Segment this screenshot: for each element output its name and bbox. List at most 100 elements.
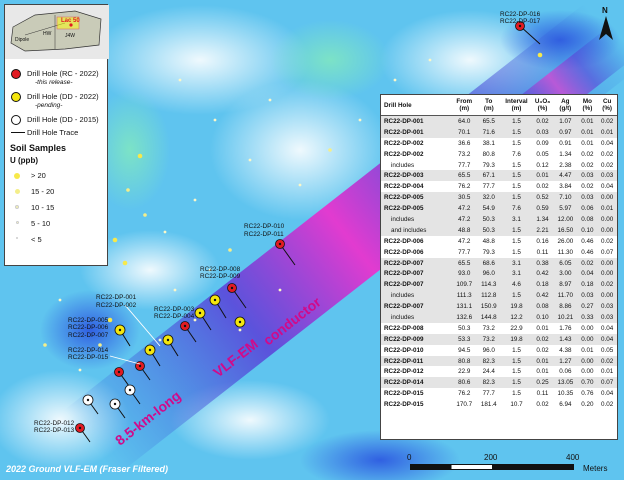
legend-rc-sub: -this release- bbox=[35, 79, 73, 86]
table-cell: 3.00 bbox=[553, 268, 578, 280]
table-cell: 1.34 bbox=[559, 150, 572, 158]
table-row: RC22-DP-002 36.6 38.1 1.5 0.09 0.91 0.01 0.04 bbox=[381, 138, 617, 149]
table-row: RC22-DP-008 50.3 73.2 22.9 0.01 1.76 0.00 0.04 bbox=[381, 323, 617, 334]
table-cell: 2.21 bbox=[531, 224, 554, 236]
table-cell: 53.3 bbox=[452, 333, 477, 345]
scale-label-0: 0 bbox=[407, 453, 412, 462]
table-cell: 132.6 bbox=[452, 312, 477, 323]
table-cell: 0.02 bbox=[601, 237, 614, 245]
table-cell: 4.6 bbox=[501, 279, 532, 291]
table-row: RC22-DP-006 47.2 48.8 1.5 0.16 26.00 0.46 0.02 bbox=[381, 236, 617, 247]
table-cell: 0.59 bbox=[531, 203, 554, 215]
table-cell: 0.08 bbox=[531, 301, 554, 313]
table-cell: 1.5 bbox=[512, 248, 521, 256]
soil-samples bbox=[43, 52, 543, 372]
table-cell: 0.42 bbox=[531, 290, 554, 302]
table-cell: 47.2 bbox=[452, 214, 477, 225]
assay-table: Drill Hole From (m) To (m) Interval (m) U₃O₈… bbox=[381, 95, 617, 410]
table-cell: 0.06 bbox=[577, 203, 598, 215]
table-cell: 4.47 bbox=[553, 170, 578, 182]
table-row: RC22-DP-005 30.5 32.0 1.5 0.52 7.10 0.03 0.00 bbox=[381, 192, 617, 204]
table-cell: 0.03 bbox=[577, 290, 598, 302]
table-row: and includes 48.8 50.3 1.5 2.21 16.50 0.10 0.00 bbox=[381, 224, 617, 236]
table-cell: 0.00 bbox=[597, 290, 617, 302]
table-cell: 0.03 bbox=[577, 192, 598, 204]
table-cell: 0.02 bbox=[601, 150, 614, 158]
soil-class-label: 15 - 20 bbox=[31, 187, 55, 196]
table-cell: 4.38 bbox=[559, 346, 572, 354]
table-cell: 1.5 bbox=[512, 390, 521, 398]
soil-class-icon bbox=[15, 189, 20, 194]
table-cell: 0.02 bbox=[581, 150, 594, 158]
table-cell: 32.0 bbox=[476, 192, 502, 204]
table-cell: 0.91 bbox=[559, 139, 572, 147]
table-cell: 0.46 bbox=[581, 237, 594, 245]
legend-dd2015-label: Drill Hole (DD - 2015) bbox=[27, 115, 99, 124]
table-cell: 3.1 bbox=[501, 268, 532, 280]
table-cell: 0.01 bbox=[536, 324, 549, 332]
table-cell: 47.2 bbox=[458, 237, 471, 245]
scale-bar bbox=[410, 464, 574, 470]
table-cell: RC22-DP-003 bbox=[381, 170, 452, 182]
hole-label: RC22-DP-001 bbox=[96, 294, 137, 301]
table-cell: 0.97 bbox=[553, 126, 578, 138]
table-header-cell: From (m) bbox=[452, 95, 477, 116]
table-cell: 0.02 bbox=[601, 401, 614, 409]
table-row: RC22-DP-004 76.2 77.7 1.5 0.02 3.84 0.02 0.04 bbox=[381, 181, 617, 192]
table-cell: 1.5 bbox=[501, 355, 532, 367]
table-cell: 0.27 bbox=[577, 301, 598, 313]
table-cell: 11.30 bbox=[557, 248, 573, 256]
table-row: RC22-DP-009 53.3 73.2 19.8 0.02 1.43 0.00 0.04 bbox=[381, 333, 617, 345]
drill-hole-dd2015-icon bbox=[11, 115, 21, 125]
table-cell: 1.5 bbox=[512, 237, 521, 245]
table-row: includes 77.7 79.3 1.5 0.12 2.38 0.02 0.02 bbox=[381, 160, 617, 171]
table-cell: 0.02 bbox=[531, 333, 554, 345]
drill-trace-icon bbox=[11, 132, 25, 133]
hole-label: RC22-DP-002 bbox=[96, 302, 137, 309]
table-cell: 65.5 bbox=[476, 115, 502, 127]
table-cell: 0.46 bbox=[581, 248, 594, 256]
map-title: 2022 Ground VLF-EM (Fraser Filtered) bbox=[6, 464, 169, 474]
table-row: RC22-DP-014 80.6 82.3 1.5 0.25 13.05 0.70 0.07 bbox=[381, 377, 617, 389]
table-cell: 0.03 bbox=[597, 170, 617, 182]
legend-panel: Lac 50 Dipole HW J4W Drill Hole (RC - 20… bbox=[4, 4, 109, 266]
table-cell: 22.9 bbox=[510, 324, 523, 332]
table-cell: 70.1 bbox=[452, 126, 477, 138]
table-cell: 0.00 bbox=[597, 224, 617, 236]
table-cell: 19.8 bbox=[501, 301, 532, 313]
table-cell: 0.02 bbox=[531, 115, 554, 127]
table-cell: 0.10 bbox=[577, 224, 598, 236]
hole-label: RC22-DP-014 bbox=[68, 347, 109, 354]
table-cell: RC22-DP-004 bbox=[384, 183, 424, 191]
table-cell: 0.02 bbox=[597, 115, 617, 127]
table-cell: 93.0 bbox=[452, 268, 477, 280]
table-cell: 8.86 bbox=[553, 301, 578, 313]
table-cell: 96.0 bbox=[482, 346, 495, 354]
table-cell: 0.09 bbox=[536, 139, 549, 147]
table-cell: 77.7 bbox=[458, 248, 471, 256]
hole-label: RC22-DP-015 bbox=[68, 354, 109, 361]
table-cell: 50.3 bbox=[476, 224, 502, 236]
table-cell: 1.5 bbox=[501, 224, 532, 236]
table-row: RC22-DP-005 47.2 54.9 7.6 0.59 5.97 0.06 0.01 bbox=[381, 203, 617, 215]
table-cell: RC22-DP-002 bbox=[384, 150, 424, 158]
table-cell: 73.2 bbox=[482, 324, 495, 332]
table-cell: RC22-DP-001 bbox=[381, 126, 452, 138]
table-cell: 0.02 bbox=[581, 183, 594, 191]
hole-label: RC22-DP-004 bbox=[154, 313, 195, 320]
table-cell: 1.5 bbox=[512, 346, 521, 354]
table-cell: 7.6 bbox=[501, 203, 532, 215]
table-cell: 7.10 bbox=[553, 192, 578, 204]
table-cell: 0.08 bbox=[577, 214, 598, 225]
table-cell: RC22-DP-007 bbox=[381, 301, 452, 313]
hole-labels: RC22-DP-016 RC22-DP-017 RC22-DP-010 RC22… bbox=[34, 11, 541, 434]
table-header-cell: Drill Hole bbox=[381, 95, 452, 116]
hole-label: RC22-DP-016 bbox=[500, 11, 541, 18]
inset-label-hw: HW bbox=[43, 31, 52, 37]
table-cell: 0.02 bbox=[536, 346, 549, 354]
table-cell: 0.11 bbox=[536, 248, 549, 256]
table-cell: 0.10 bbox=[531, 312, 554, 323]
location-inset-map: Lac 50 Dipole HW J4W bbox=[5, 5, 109, 59]
table-cell: 0.18 bbox=[577, 279, 598, 291]
table-cell: 67.1 bbox=[476, 170, 502, 182]
